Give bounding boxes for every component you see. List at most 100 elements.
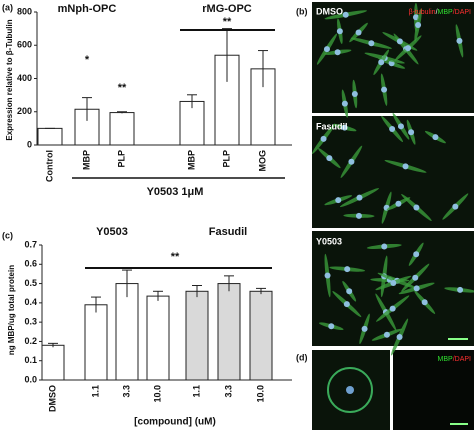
panel-label: (a) [2, 2, 13, 12]
cell-body [456, 37, 463, 44]
bracket-label: Y0503 1μM [147, 186, 204, 198]
y-tick-label: 200 [17, 106, 32, 116]
cells [311, 2, 474, 413]
bar [217, 283, 241, 381]
image-label: Fasudil [316, 121, 348, 131]
significance: * [85, 54, 90, 66]
cell-body [368, 40, 375, 47]
cell-body [341, 100, 348, 107]
cell-body [326, 155, 333, 162]
x-tick-label: 1.1 [191, 385, 201, 398]
bar [179, 100, 205, 146]
significance: ** [171, 251, 180, 263]
image-label: Y0503 [316, 236, 342, 246]
cell-body [320, 135, 327, 142]
y-tick-label: 0.2 [24, 336, 37, 346]
panel-label: (c) [2, 230, 13, 240]
cell-body [457, 286, 464, 293]
panel-label: (d) [296, 352, 308, 362]
bar [249, 290, 273, 381]
cell-body [356, 194, 363, 201]
x-tick-label: 10.0 [255, 385, 265, 403]
y-tick-label: 600 [17, 40, 32, 50]
cell-body [381, 243, 388, 250]
y-tick-label: 400 [17, 73, 32, 83]
cell-body [432, 134, 439, 141]
y-axis-label: ng MBP/ug total protein [7, 265, 16, 355]
cell-body [355, 212, 362, 219]
bar [84, 304, 108, 381]
cell-body [378, 59, 385, 66]
cell-body [344, 266, 351, 273]
cell-body [327, 367, 373, 413]
bar [146, 295, 170, 381]
x-tick-label: 3.3 [223, 385, 233, 398]
cell-body [413, 204, 420, 211]
cell-body [390, 279, 397, 286]
y-tick-label: 0.7 [24, 239, 37, 249]
y-tick-label: 0 [27, 139, 32, 149]
bar [185, 290, 209, 381]
group-label: Fasudil [209, 226, 248, 238]
cell-body [351, 90, 358, 97]
legend-part: / [436, 9, 438, 16]
cell-body [346, 288, 353, 295]
y-tick-label: 0.6 [24, 259, 37, 269]
significance: ** [223, 16, 232, 28]
cell-body [389, 125, 396, 132]
cell-body [402, 163, 409, 170]
x-tick-label: MBP [81, 150, 91, 170]
cell-body [328, 323, 335, 330]
cell-body [341, 124, 348, 131]
legend-part: /DAPI [453, 356, 471, 363]
image-label: DMSO [316, 6, 343, 16]
group-label: Y0503 [96, 226, 128, 238]
cell-body [413, 285, 420, 292]
cell-body [452, 203, 459, 210]
y-tick-label: 0.3 [24, 317, 37, 327]
legend-part: MBP [438, 356, 454, 363]
cell-body [324, 272, 331, 279]
x-tick-label: PLP [221, 150, 231, 168]
image [312, 116, 474, 228]
x-tick-label: Control [44, 150, 54, 182]
cell-body [346, 386, 354, 394]
x-axis-label: [compound] (uM) [134, 417, 216, 428]
cell-body [383, 331, 390, 338]
cell-body [397, 123, 404, 130]
cell-body [348, 158, 355, 165]
cell-body [389, 305, 396, 312]
bar [41, 344, 65, 381]
x-tick-label: PLP [116, 150, 126, 168]
panel-label: (b) [296, 6, 308, 16]
cell-body [415, 22, 422, 29]
group-label: rMG-OPC [202, 3, 252, 15]
cell-body [323, 46, 330, 53]
cell-body [413, 251, 420, 258]
x-tick-label: MOG [257, 150, 267, 172]
cell-body [343, 301, 350, 308]
x-tick-label: MBP [186, 150, 196, 170]
y-tick-label: 0.4 [24, 297, 37, 307]
bar [109, 112, 135, 146]
bar [115, 283, 139, 381]
image [312, 2, 474, 113]
cell-body [396, 38, 403, 45]
x-tick-label: DMSO [47, 385, 57, 412]
legend-part: MBP [438, 9, 454, 16]
legend-part: /DAPI [453, 9, 471, 16]
cell-body [408, 129, 415, 136]
cell-body [355, 29, 362, 36]
cell-body [381, 86, 388, 93]
x-tick-label: 1.1 [90, 385, 100, 398]
legend: MBP/DAPI [438, 356, 472, 363]
cell-body [335, 197, 342, 204]
micrographs [312, 2, 474, 430]
x-tick-label: 10.0 [152, 385, 162, 403]
cell-body [342, 11, 349, 18]
cell-body [396, 334, 403, 341]
significance: ** [118, 82, 127, 94]
cell-body [336, 28, 343, 35]
cell-body [421, 299, 428, 306]
